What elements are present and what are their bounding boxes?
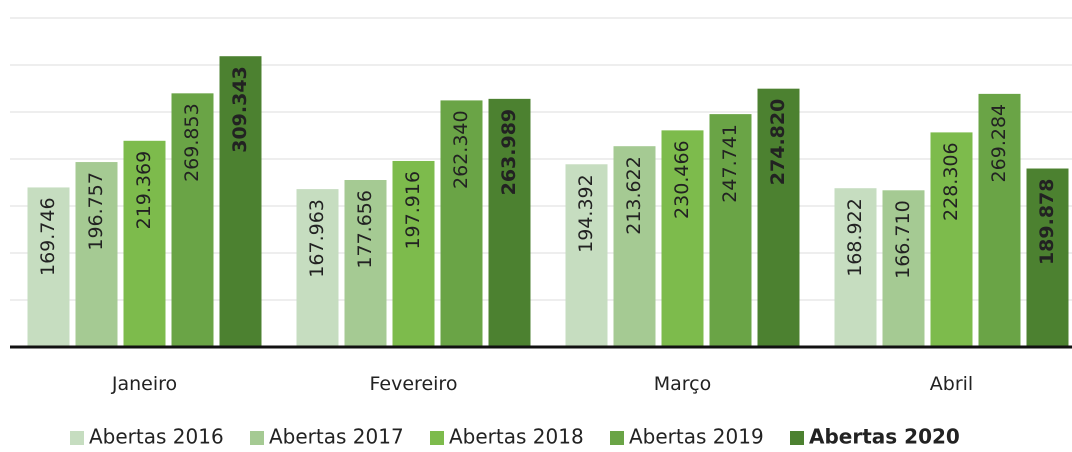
bar [565,164,608,347]
legend-swatch [790,431,804,445]
bar [1026,168,1069,347]
value-label: 263.989 [498,109,520,196]
value-label: 196.757 [85,172,107,251]
value-label: 213.622 [623,156,645,235]
bar [219,56,262,347]
bar [171,93,214,347]
x-tick-label: Fevereiro [370,373,458,395]
value-label: 219.369 [133,151,155,230]
legend-label: Abertas 2019 [629,425,764,449]
value-label: 166.710 [892,200,914,279]
value-label: 169.746 [37,197,59,276]
legend-label: Abertas 2018 [449,425,584,449]
value-label: 228.306 [940,142,962,221]
legend-label: Abertas 2016 [89,425,224,449]
value-label: 177.656 [354,190,376,269]
legend-label: Abertas 2020 [809,425,960,449]
bar [123,140,166,347]
legend-swatch [250,431,264,445]
bar [978,93,1021,347]
bar [75,162,118,347]
value-label: 262.340 [450,110,472,189]
bar [834,188,877,347]
value-label: 230.466 [671,140,693,219]
legend-swatch [430,431,444,445]
bar [440,100,483,348]
bar [757,88,800,348]
x-tick-label: Abril [930,373,973,395]
legend-label: Abertas 2017 [269,425,404,449]
legend-swatch [70,431,84,445]
value-label: 189.878 [1036,179,1058,266]
bar [613,146,656,347]
x-tick-label: Janeiro [111,373,177,395]
bar [392,160,435,347]
bar [27,187,70,347]
bar [488,98,531,347]
bar [882,190,925,347]
bar [296,189,339,347]
bar [661,130,704,347]
bar [709,114,752,347]
value-label: 167.963 [306,199,328,278]
value-label: 309.343 [229,66,251,153]
value-label: 194.392 [575,174,597,253]
value-label: 247.741 [719,124,741,203]
value-label: 269.284 [988,104,1010,183]
bar [930,132,973,347]
legend-swatch [610,431,624,445]
x-tick-label: Março [654,373,712,395]
value-label: 197.916 [402,171,424,250]
value-label: 269.853 [181,103,203,182]
value-label: 168.922 [844,198,866,277]
value-label: 274.820 [767,99,789,186]
bar [344,180,387,347]
